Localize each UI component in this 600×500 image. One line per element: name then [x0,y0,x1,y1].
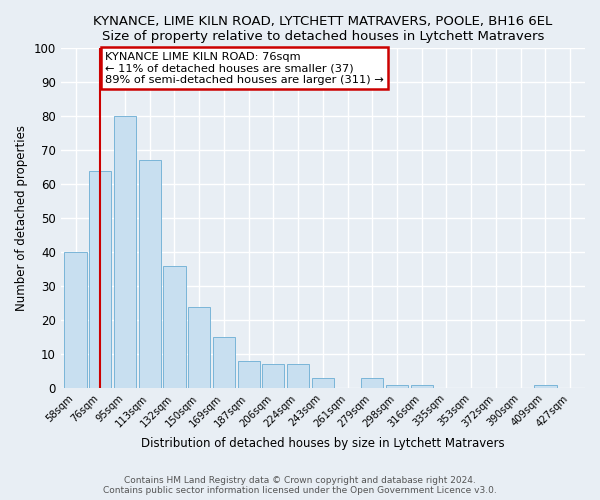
Bar [386,385,408,388]
Bar [188,306,210,388]
Bar [163,266,185,388]
Bar [410,385,433,388]
Bar [534,385,557,388]
Bar [361,378,383,388]
Text: Contains HM Land Registry data © Crown copyright and database right 2024.
Contai: Contains HM Land Registry data © Crown c… [103,476,497,495]
Text: KYNANCE LIME KILN ROAD: 76sqm
← 11% of detached houses are smaller (37)
89% of s: KYNANCE LIME KILN ROAD: 76sqm ← 11% of d… [105,52,384,85]
Bar [114,116,136,388]
Bar [89,170,112,388]
Bar [64,252,86,388]
Y-axis label: Number of detached properties: Number of detached properties [15,126,28,312]
Title: KYNANCE, LIME KILN ROAD, LYTCHETT MATRAVERS, POOLE, BH16 6EL
Size of property re: KYNANCE, LIME KILN ROAD, LYTCHETT MATRAV… [93,15,553,43]
Bar [262,364,284,388]
Bar [139,160,161,388]
X-axis label: Distribution of detached houses by size in Lytchett Matravers: Distribution of detached houses by size … [141,437,505,450]
Bar [312,378,334,388]
Bar [213,337,235,388]
Bar [287,364,309,388]
Bar [238,361,260,388]
